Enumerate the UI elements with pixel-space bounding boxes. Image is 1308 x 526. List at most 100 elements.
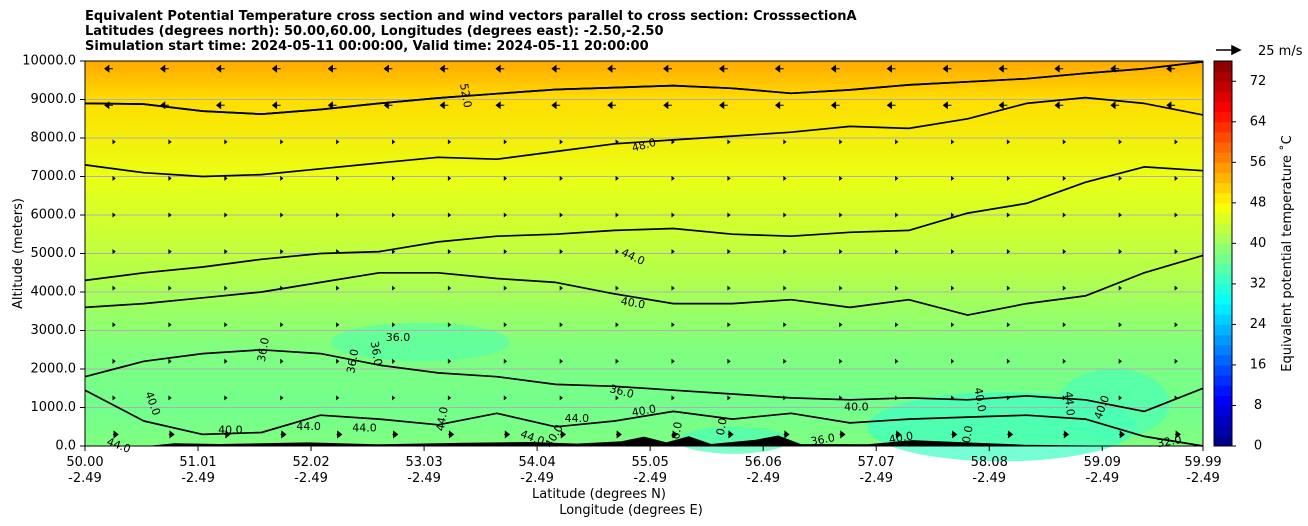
wind-vector [783,322,787,328]
colorbar-segment-31 [1214,121,1232,133]
contour-label: 44.0 [352,422,377,435]
wind-vector [671,430,678,439]
wind-vector [168,175,172,181]
y-tick-label-0: 0.0 [55,439,76,454]
wind-vector [839,139,843,145]
y-tick-label-6: 6000.0 [31,208,77,223]
wind-vector [1062,358,1067,364]
y-tick-label-3: 3000.0 [31,323,77,338]
wind-vector [663,101,672,110]
wind-vector [336,139,340,145]
wind-vector [439,64,449,73]
wind-vector [839,358,843,364]
wind-vector [1062,285,1067,291]
contour-label: 36.0 [810,431,836,448]
wind-vector [559,322,563,328]
wind-vector [663,64,672,73]
x-tick-lon-10: -2.49 [1186,471,1220,486]
x-tick-lon-6: -2.49 [746,471,780,486]
wind-vector [392,322,396,328]
wind-vector [671,358,675,364]
x-axis-label-longitude: Longitude (degrees E) [559,503,703,518]
wind-vector [168,430,175,439]
wind-vector [1006,285,1011,291]
wind-vector [503,358,508,364]
y-tick-label-9: 9000.0 [31,92,77,107]
contour-label: 40.0 [971,387,988,413]
wind-vector [224,395,228,401]
wind-vector [895,212,899,218]
wind-vector [392,212,396,218]
wind-vector [1006,249,1011,255]
colorbar-segment-28 [1214,152,1232,163]
wind-vector [615,139,619,145]
wind-vector [447,285,452,291]
contour-label: 36.0 [368,340,385,366]
colorbar-tick-label-2: 16 [1250,357,1267,372]
wind-vector [895,358,899,364]
wind-vector [830,64,840,73]
wind-vector [615,322,619,328]
wind-vector [104,64,113,73]
contour-label: 44.0 [434,406,451,432]
colorbar-tick-label-3: 24 [1250,317,1267,332]
y-tick-label-5: 5000.0 [31,246,77,261]
wind-vector [168,249,172,255]
wind-vector [671,249,675,255]
wind-vector [559,139,563,145]
wind-vector [895,322,899,328]
wind-vector [392,285,396,291]
wind-vector [168,285,172,291]
wind-vector [112,175,116,181]
colorbar-segment-7 [1214,364,1232,376]
wind-vector [168,212,172,218]
contour-line-40-6 [84,389,1204,447]
colorbar-segment-9 [1214,344,1232,356]
wind-vector [783,358,787,364]
colorbar-frame [1213,60,1233,447]
contour-line-44-3 [84,166,1204,282]
contour-label: 36.0 [255,336,272,362]
wind-vector [839,395,843,401]
wind-vector [998,101,1008,110]
colorbar-tick-label-7: 56 [1250,155,1267,170]
x-tick-lat-3: 53.03 [405,455,442,470]
wind-vector [727,285,731,291]
wind-vector [671,322,675,328]
low-theta-pocket-2 [330,322,510,362]
y-tick-label-7: 7000.0 [31,169,77,184]
contour-label: 0.0 [669,421,685,440]
wind-vector [1063,430,1070,439]
wind-vector [1006,139,1011,145]
colorbar-segment-2 [1214,415,1232,427]
wind-vector [839,322,843,328]
wind-vector [783,175,787,181]
wind-vector [839,249,843,255]
wind-vector [392,139,396,145]
contour-line-40-4 [84,254,1204,316]
contour-line-36-5 [84,348,1204,413]
x-tick-lat-6: 56.06 [745,455,782,470]
contour-label: 52.0 [457,82,474,108]
wind-vector [1119,430,1125,439]
wind-vector [727,395,731,401]
colorbar-segment-5 [1214,385,1232,396]
x-tick-lon-8: -2.49 [972,471,1006,486]
contour-line-48-1 [84,60,1204,115]
wind-vector [886,101,896,110]
wind-vector [951,139,955,145]
colorbar-tick-label-0: 0 [1254,439,1262,454]
colorbar-segment-36 [1214,71,1232,82]
wind-vector [1062,212,1067,218]
wind-vector [439,101,449,110]
wind-vector [719,101,728,110]
wind-vector [336,322,340,328]
wind-vector [224,139,228,145]
colorbar-segment-34 [1214,91,1232,103]
x-tick-lat-5: 55.05 [632,455,669,470]
colorbar-segment-20 [1214,233,1232,244]
colorbar-tick-label-5: 40 [1250,236,1267,251]
wind-vector [447,249,452,255]
colorbar-segment-35 [1214,81,1232,92]
wind-vector [280,212,284,218]
